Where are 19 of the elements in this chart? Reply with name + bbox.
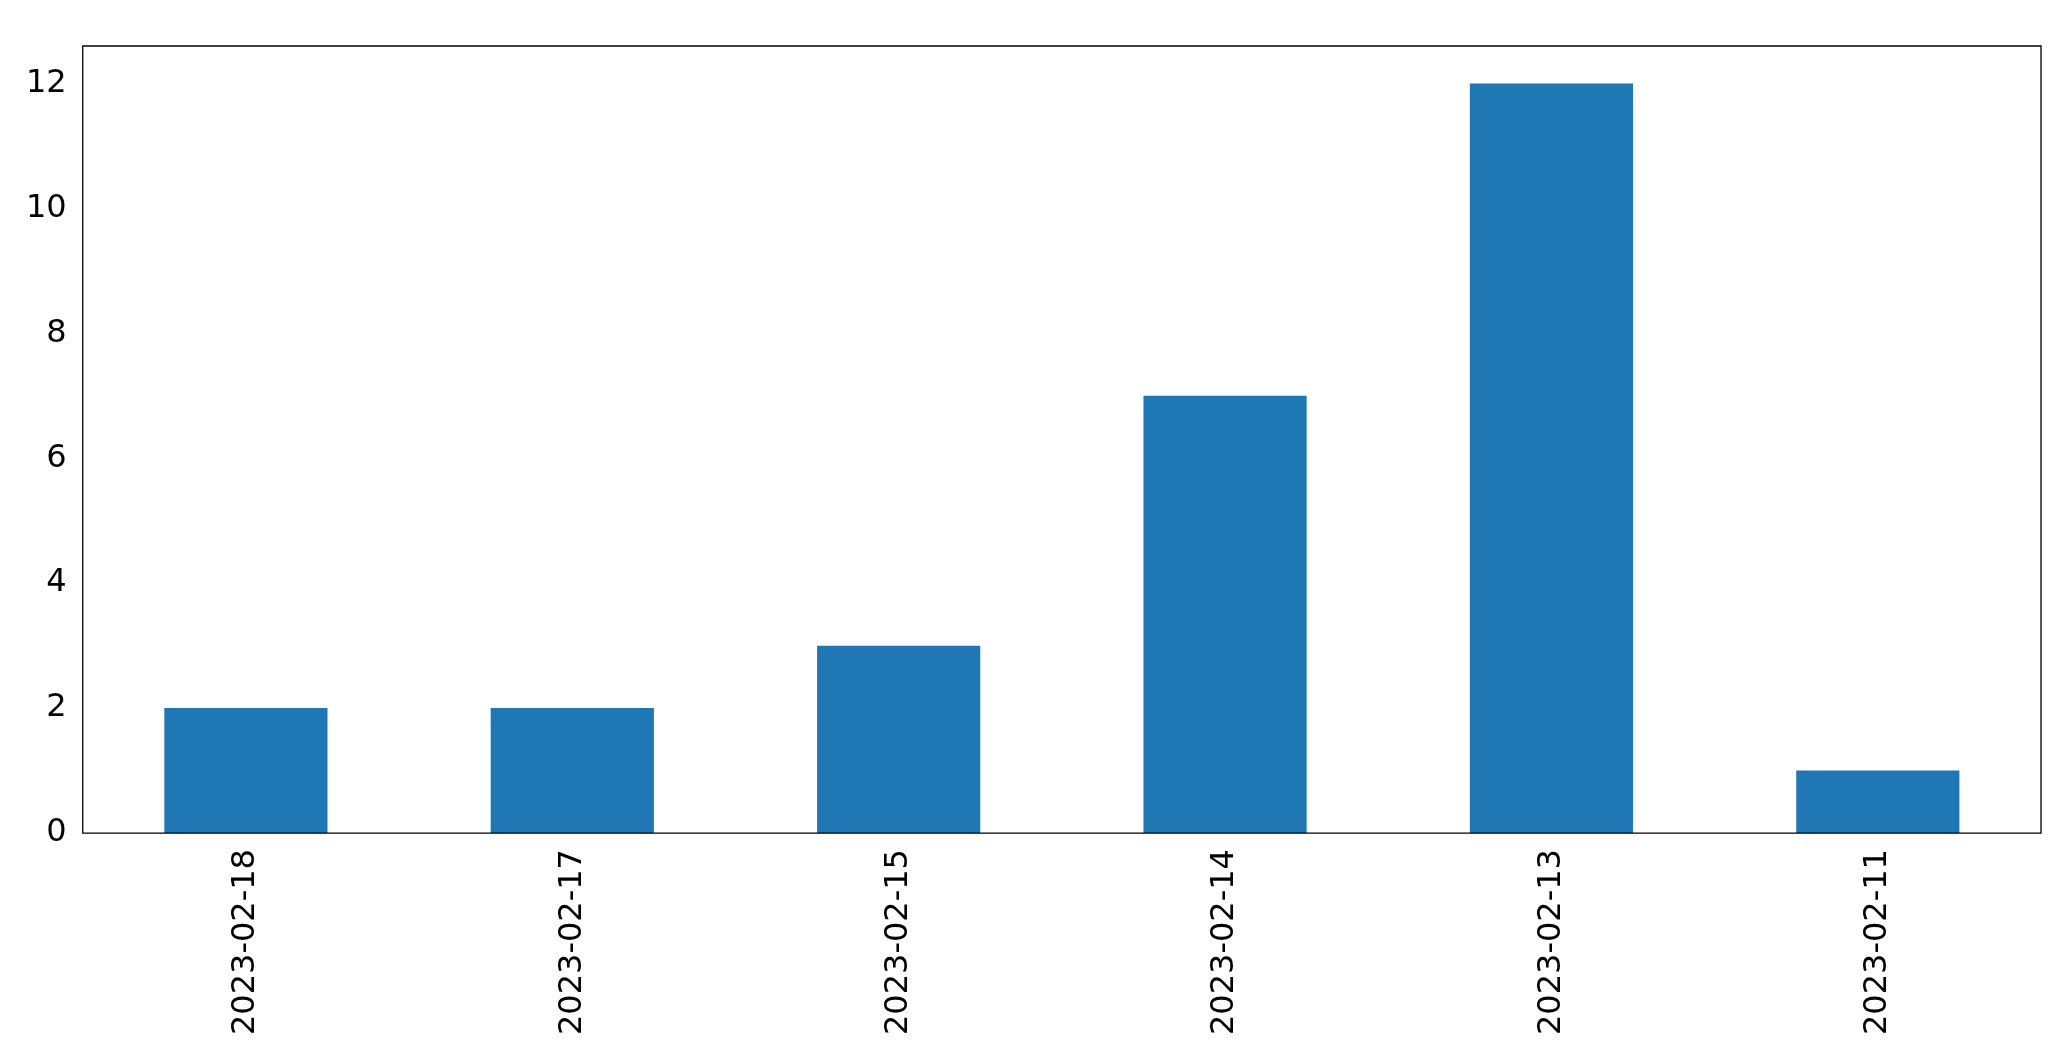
y-tick-label: 2 bbox=[46, 686, 67, 725]
y-tick-label: 12 bbox=[26, 61, 67, 100]
x-tick-label: 2023-02-14 bbox=[1203, 849, 1242, 1035]
y-tick-label: 0 bbox=[46, 811, 67, 850]
x-tick-label: 2023-02-18 bbox=[224, 849, 263, 1035]
x-tick-label: 2023-02-11 bbox=[1856, 849, 1895, 1035]
y-tick-label: 6 bbox=[46, 436, 67, 475]
bar bbox=[1796, 770, 1960, 834]
bar bbox=[1143, 395, 1307, 834]
x-tick-label: 2023-02-15 bbox=[876, 849, 915, 1035]
x-tick-label: 2023-02-17 bbox=[550, 849, 589, 1035]
y-tick-label: 10 bbox=[26, 186, 67, 225]
bar bbox=[490, 708, 654, 834]
x-tick-label: 2023-02-13 bbox=[1529, 849, 1568, 1035]
y-tick-label: 8 bbox=[46, 311, 67, 350]
bar bbox=[164, 708, 328, 834]
bar bbox=[817, 645, 981, 834]
y-tick-label: 4 bbox=[46, 561, 67, 600]
bar bbox=[1469, 83, 1634, 834]
